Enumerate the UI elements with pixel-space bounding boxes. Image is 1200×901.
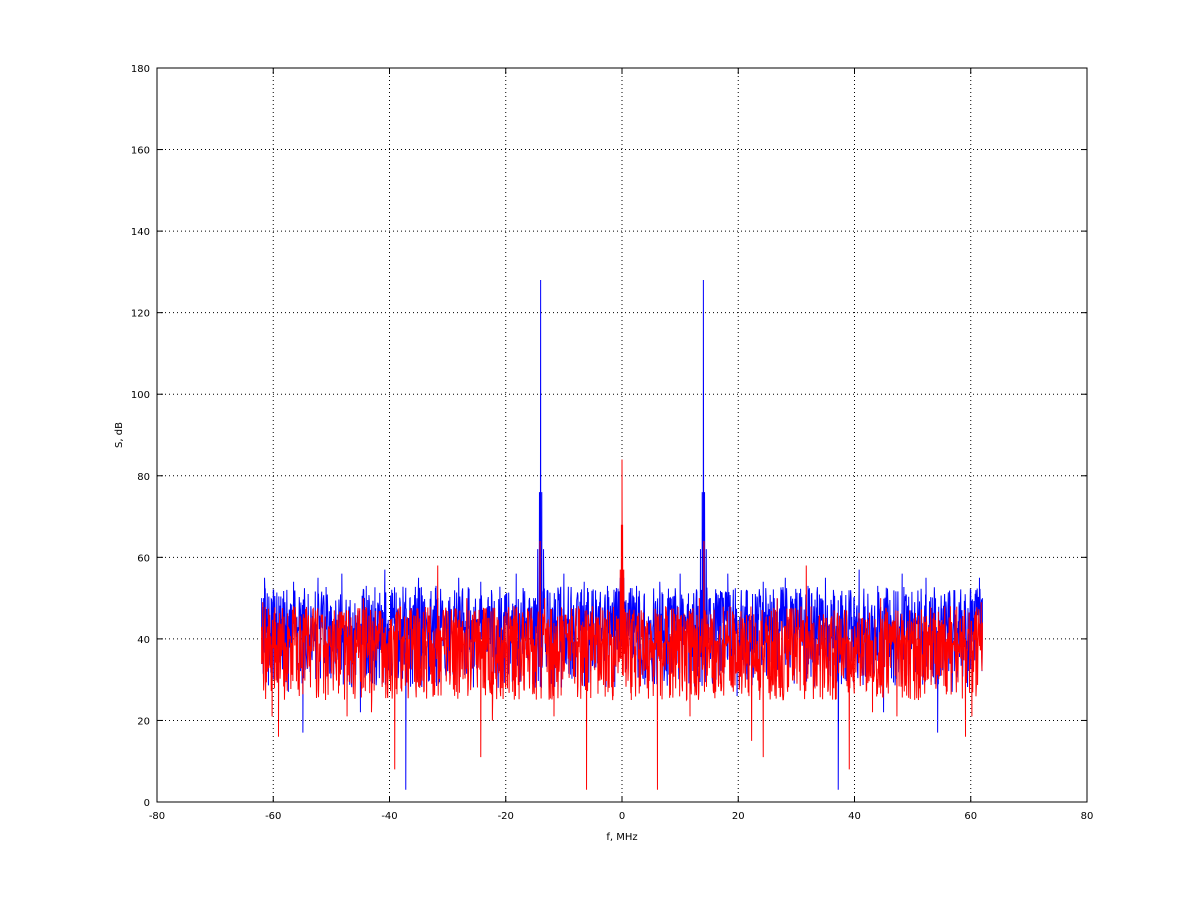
x-tick-label: -80 (149, 811, 165, 822)
y-tick-label: 80 (137, 472, 150, 483)
x-axis-label: f, MHz (606, 832, 637, 843)
x-tick-label: 40 (848, 811, 861, 822)
x-tick-label: -40 (381, 811, 397, 822)
y-tick-label: 180 (131, 64, 150, 75)
x-tick-label: 0 (619, 811, 625, 822)
x-tick-label: -20 (498, 811, 514, 822)
y-tick-label: 60 (137, 553, 150, 564)
y-tick-label: 140 (131, 227, 150, 238)
y-tick-label: 100 (131, 390, 150, 401)
y-tick-label: 40 (137, 635, 150, 646)
x-tick-label: -60 (265, 811, 281, 822)
x-tick-label: 20 (732, 811, 745, 822)
series-line-2 (261, 459, 983, 790)
series-layer (261, 280, 983, 790)
axis-ticks: -80 -60 -40 -20 0 20 40 60 80 0 20 40 60 80 100 120 140 1… (131, 64, 1093, 822)
x-tick-label: 80 (1081, 811, 1094, 822)
y-tick-label: 160 (131, 146, 150, 157)
y-tick-label: 0 (144, 798, 150, 809)
y-axis-label: S, dB (114, 422, 125, 448)
y-tick-label: 20 (137, 716, 150, 727)
y-tick-label: 120 (131, 309, 150, 320)
x-tick-label: 60 (964, 811, 977, 822)
